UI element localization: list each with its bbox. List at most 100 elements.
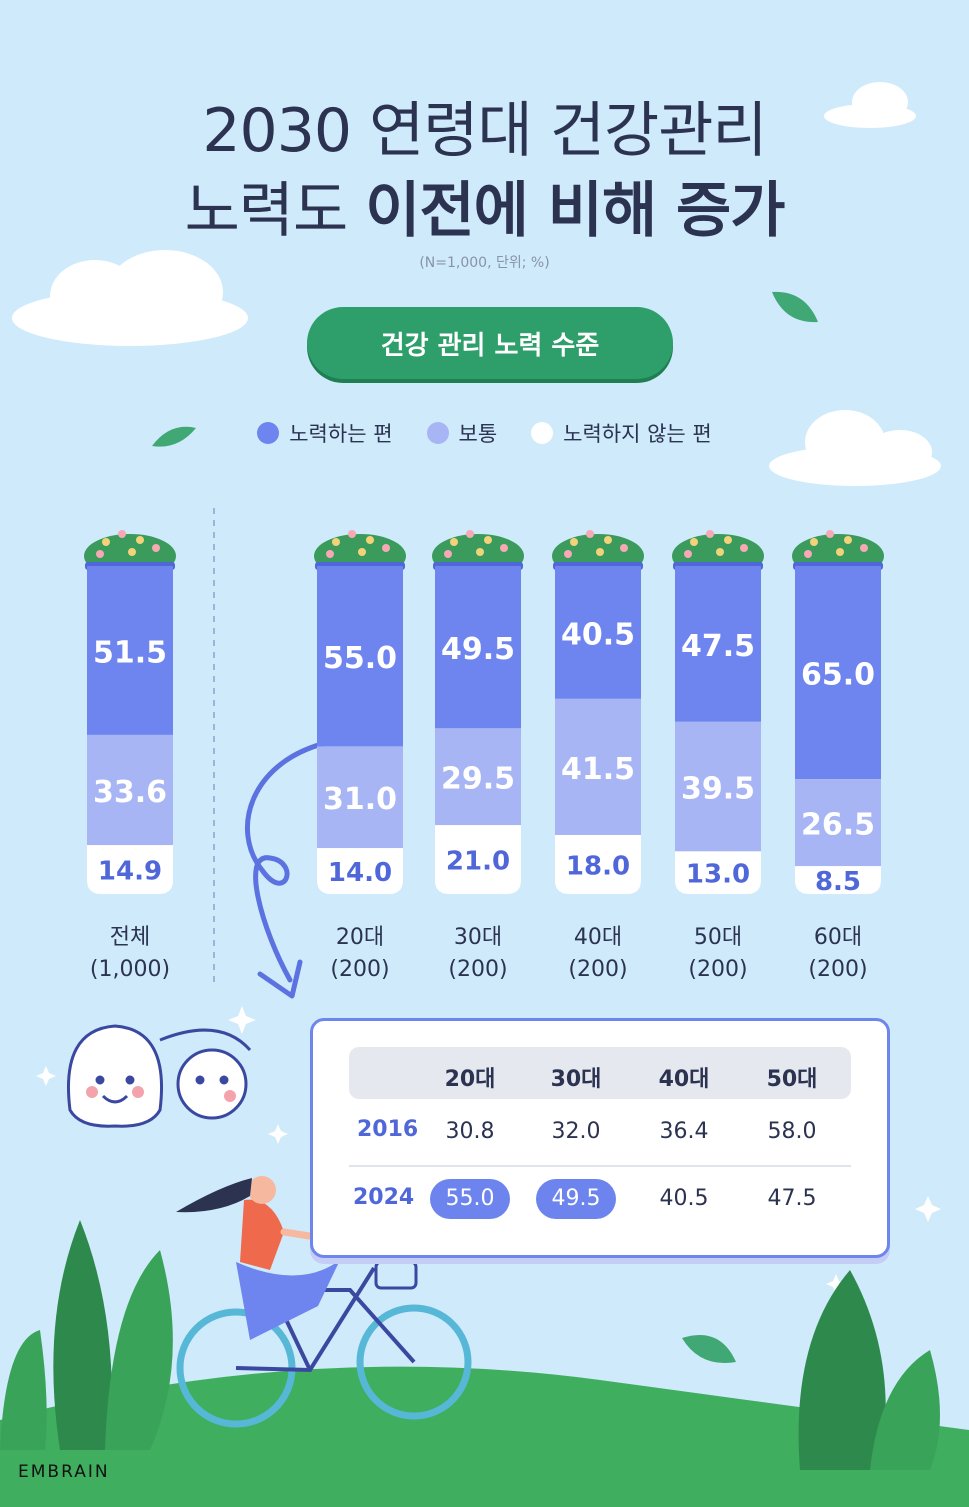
legend-label: 노력하지 않는 편 [563, 422, 712, 446]
category-label: 40대 [574, 925, 622, 950]
flower-dot [844, 536, 852, 544]
table-cell: 36.4 [659, 1119, 709, 1144]
legend-label: 보통 [458, 422, 498, 446]
data-label: 65.0 [801, 658, 875, 693]
brand-logo: EMBRAIN [18, 1462, 110, 1482]
flower-dot [690, 538, 698, 546]
category-label: 60대 [814, 925, 862, 950]
category-count-label: (200) [448, 957, 507, 982]
person-face-icon [66, 1024, 164, 1128]
table-header [349, 1047, 851, 1099]
leaf-icon [152, 426, 196, 447]
flower-dot [358, 548, 366, 556]
data-label: 13.0 [686, 860, 750, 890]
sparkle-icon [36, 1006, 941, 1294]
flower-dot [152, 544, 160, 552]
bush-icon [0, 1220, 173, 1450]
table-col-header: 40대 [658, 1067, 710, 1092]
flower-dot [586, 530, 594, 538]
flower-dot [500, 544, 508, 552]
table-divider [349, 1165, 851, 1167]
bar-segment-1 [675, 566, 761, 722]
bar-segment-3 [675, 851, 761, 894]
category-label: 50대 [694, 925, 742, 950]
legend-item-effort: 노력하는 편 [257, 418, 393, 448]
category-count-label: (200) [688, 957, 747, 982]
table-cell: 47.5 [767, 1186, 817, 1211]
flower-dot [716, 548, 724, 556]
data-label: 33.6 [93, 775, 167, 810]
table-col-header: 20대 [444, 1067, 496, 1092]
flower-dot [444, 550, 452, 558]
flower-dot [836, 548, 844, 556]
category-count-label: (1,000) [90, 957, 170, 982]
data-label: 39.5 [681, 772, 755, 807]
category-label: 전체 [110, 925, 150, 950]
title-line-2: 노력도 이전에 비해 증가 [0, 162, 969, 249]
leaf-icon [772, 291, 818, 323]
bar-segment-3 [795, 866, 881, 894]
highlight-pill [430, 1179, 510, 1219]
table-col-header: 30대 [550, 1067, 602, 1092]
bar-segment-2 [675, 721, 761, 852]
flower-dot [804, 550, 812, 558]
flower-dot [604, 536, 612, 544]
legend-dot [426, 422, 449, 444]
data-label: 26.5 [801, 808, 875, 843]
category-count-label: (200) [808, 957, 867, 982]
flower-dot [382, 544, 390, 552]
bar-segment-2 [435, 728, 521, 826]
bush-icon [798, 1270, 940, 1470]
flower-dot [810, 538, 818, 546]
flower-dot [724, 536, 732, 544]
bar-segment-3 [87, 845, 173, 894]
data-label: 40.5 [561, 617, 635, 652]
flower-dot [484, 536, 492, 544]
flower-dot [136, 536, 144, 544]
flower-dot [620, 544, 628, 552]
flower-dot [348, 530, 356, 538]
cloud-icon [824, 82, 916, 128]
table-row-year: 2024 [353, 1185, 415, 1210]
data-label: 8.5 [815, 867, 861, 897]
data-label: 14.9 [98, 857, 162, 887]
legend-label: 노력하는 편 [289, 422, 393, 446]
leaf-icon [682, 1335, 736, 1363]
table-cell: 40.5 [659, 1186, 709, 1211]
flower-dot [860, 544, 868, 552]
cloud-icon [769, 410, 941, 486]
flower-dot [596, 548, 604, 556]
category-count-label: (200) [568, 957, 627, 982]
bar-segment-1 [795, 566, 881, 780]
bar-segment-2 [795, 779, 881, 867]
chart-legend: 노력하는 편 보통 노력하지 않는 편 [0, 418, 969, 448]
title-line-2-normal: 노력도 [184, 176, 366, 246]
legend-dot [531, 422, 554, 444]
person-face-icon [159, 1028, 252, 1120]
table-row-year: 2016 [357, 1117, 419, 1142]
category-count-label: (200) [330, 957, 389, 982]
flower-dot [706, 530, 714, 538]
category-label: 20대 [336, 925, 384, 950]
title-line-2-bold: 이전에 비해 증가 [365, 176, 785, 246]
title-line-1: 2030 연령대 건강관리 [202, 96, 767, 166]
table-cell-highlighted: 55.0 [445, 1186, 495, 1211]
legend-dot [257, 422, 280, 444]
bar-segment-1 [555, 566, 641, 699]
bar-segment-2 [555, 698, 641, 835]
bar-segment-2 [317, 746, 403, 849]
data-label: 14.0 [328, 858, 392, 888]
flower-dot [570, 538, 578, 546]
highlight-pill [536, 1179, 616, 1219]
section-label: 건강 관리 노력 수준 [307, 307, 673, 379]
flower-dot [466, 530, 474, 538]
sample-note: (N=1,000, 단위; %) [419, 255, 550, 271]
flower-dot [826, 530, 834, 538]
table-cell: 32.0 [551, 1119, 601, 1144]
data-label: 41.5 [561, 752, 635, 787]
category-label: 30대 [454, 925, 502, 950]
data-label: 55.0 [323, 641, 397, 676]
legend-item-none: 노력하지 않는 편 [531, 418, 712, 448]
